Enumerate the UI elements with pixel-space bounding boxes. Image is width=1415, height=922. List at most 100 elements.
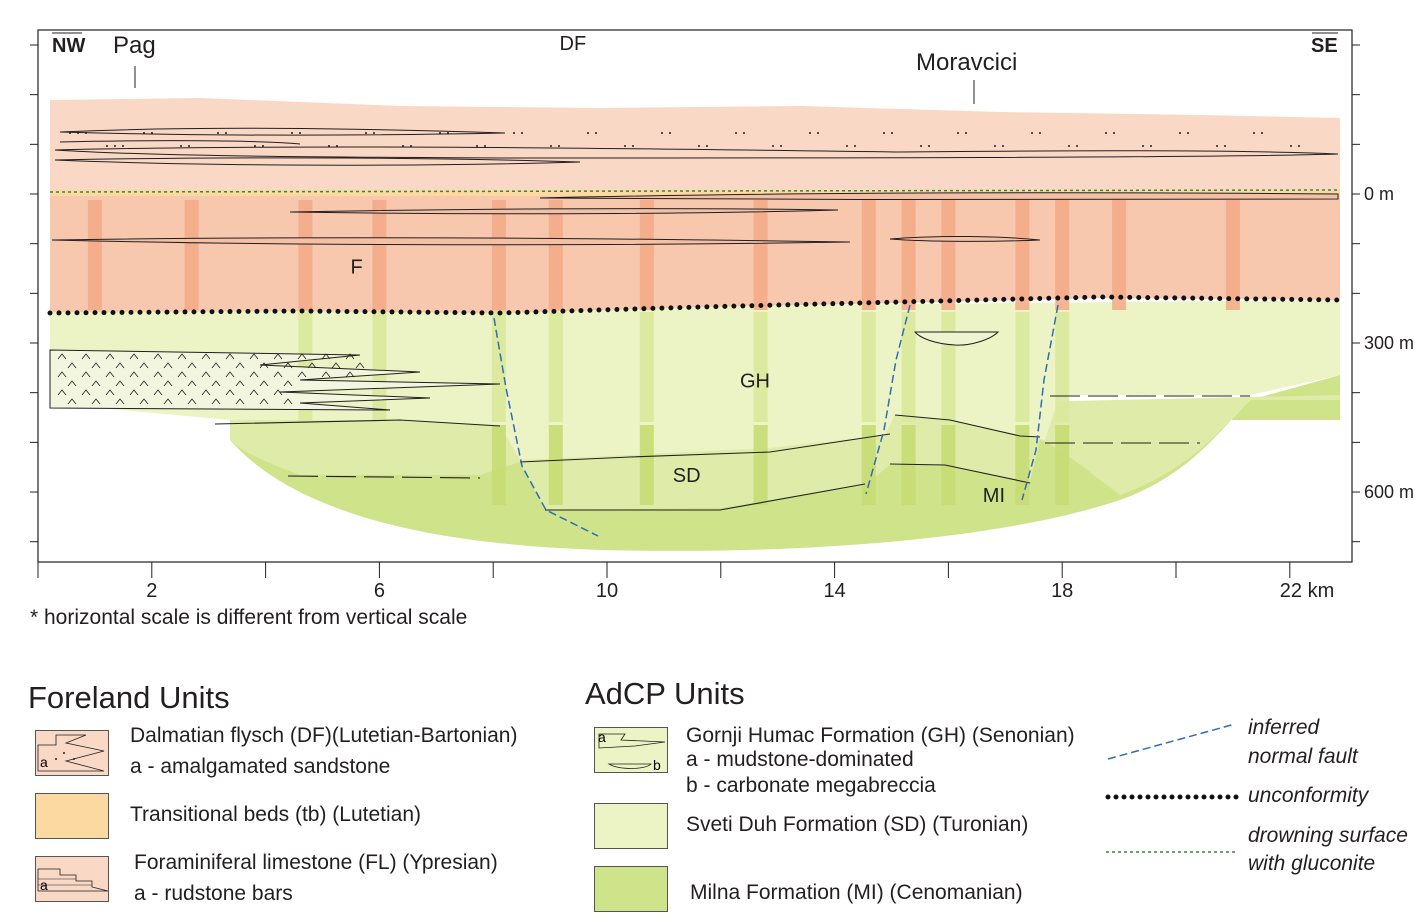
unit-label-gh: GH [740,371,770,393]
sd-column [639,425,654,505]
breccia-clast [235,398,245,405]
breccia-clast [177,353,187,360]
fl-rudstone-bars [87,200,1240,310]
breccia-clast [115,362,125,369]
breccia-clast [163,362,173,369]
breccia-clast [115,398,125,405]
gh-megabreccia [49,349,501,411]
breccia-clast [307,362,317,369]
sand-dot [550,145,552,147]
breccia-clast [57,371,67,378]
sd-column [491,425,506,505]
orientation-nw: NW [52,35,85,57]
breccia-clast [235,362,245,369]
y-axis: 0 m 300 m 600 m [30,44,1414,543]
legend-tb-line1: Transitional beds (tb) (Lutetian) [130,803,422,826]
sand-dot [632,145,634,147]
fl-bar [1225,200,1240,310]
sand-dot [1150,145,1152,147]
df-sandstone-lenses [54,127,1339,166]
breccia-clast [91,380,101,387]
sd-column [901,425,916,505]
breccia-clast [57,353,67,360]
sand-dot [1002,145,1004,147]
y-tick-label: 300 m [1364,333,1414,353]
sd-column [548,425,563,505]
sand-dot [1031,132,1033,134]
breccia-clast [225,371,235,378]
sand-dot [1179,132,1181,134]
unit-label-mi: MI [983,485,1005,507]
unit-label-sd: SD [673,465,701,487]
gh-column [941,312,956,422]
breccia-clast [105,389,115,396]
sd-column [1015,425,1030,505]
gh-column [548,312,563,422]
sand-dot [217,132,219,134]
fl-bar [87,200,102,310]
breccia-clast [249,353,259,360]
breccia-clast [225,353,235,360]
x-tick-label: 2 [146,580,157,602]
sand-dot [447,132,449,134]
fl-bar [753,200,768,310]
swatch-mi [594,866,668,912]
sand-dot [1076,145,1078,147]
sand-dot [706,145,708,147]
sd-column [861,425,876,505]
sand-dot [1290,145,1292,147]
sand-dot [595,132,597,134]
svg-text:b: b [653,757,661,773]
breccia-clast [177,389,187,396]
breccia-clast [259,380,269,387]
breccia-clast [283,380,293,387]
breccia-clast [163,398,173,405]
legend-unconformity: unconformity [1248,784,1369,807]
fl-bar [861,200,876,310]
sand-dot [151,132,153,134]
sand-dot [1113,132,1115,134]
breccia-clast [67,380,77,387]
swatch-gh: a b [594,727,668,773]
sand-dot [521,132,523,134]
sand-dot [624,145,626,147]
fl-bar [1112,200,1127,310]
sand-dot [883,132,885,134]
sand-dot [439,132,441,134]
df-unit-fill [50,98,1340,194]
breccia-clast [273,389,283,396]
breccia-clast [211,380,221,387]
limestone-band [51,192,1339,246]
sd-column [1055,425,1070,505]
inferred-faults [493,304,1059,537]
sand-dot [513,132,515,134]
breccia-clast [105,371,115,378]
gh-column [1015,312,1030,422]
fault-symbol [1107,723,1236,760]
sand-dot [299,132,301,134]
sand-dot [188,145,190,147]
place-pag: Pag [113,32,156,59]
gh-column [639,312,654,422]
fl-bar [639,200,654,310]
sand-dot [262,145,264,147]
fl-bar [184,200,199,310]
breccia-clast [273,371,283,378]
sand-dot [772,145,774,147]
gh-column [861,312,876,422]
sand-dot [698,145,700,147]
x-tick-label: 6 [374,580,385,602]
swatch-fl: a [35,856,109,902]
breccia-clast [201,371,211,378]
drowning-surface-line [49,189,1341,193]
sand-dot [106,145,108,147]
legend-gh-line1: Gornji Humac Formation (GH) (Senonian) [686,724,1075,747]
y-tick-label: 0 m [1364,184,1394,204]
df-sand-dots [69,132,1300,147]
breccia-clast [249,389,259,396]
sand-dot [854,145,856,147]
breccia-clast [115,380,125,387]
fl-bar [901,200,916,310]
sand-dot [809,132,811,134]
legend-fault-line2: normal fault [1248,745,1358,768]
